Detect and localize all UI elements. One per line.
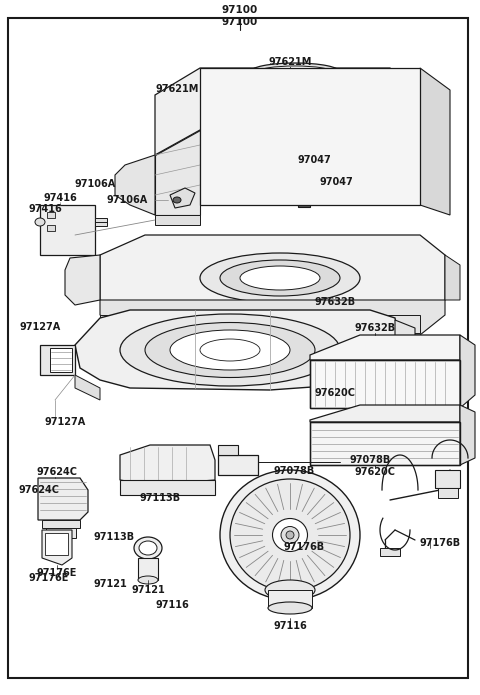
Text: 97116: 97116 [156, 600, 190, 610]
Polygon shape [65, 255, 100, 305]
Polygon shape [75, 310, 400, 390]
Ellipse shape [145, 322, 315, 377]
Ellipse shape [273, 518, 308, 552]
Polygon shape [310, 405, 460, 422]
Polygon shape [115, 155, 155, 215]
Bar [218, 445, 238, 455]
Polygon shape [200, 68, 420, 205]
Text: 97100: 97100 [222, 17, 258, 27]
Polygon shape [155, 215, 200, 225]
Text: 97127A: 97127A [44, 417, 85, 427]
Ellipse shape [35, 218, 45, 226]
Bar [100, 315, 140, 333]
Text: 97176E: 97176E [29, 573, 69, 583]
Ellipse shape [220, 470, 360, 600]
Ellipse shape [138, 576, 158, 584]
Polygon shape [75, 375, 100, 400]
Bar [438, 488, 458, 498]
Ellipse shape [250, 63, 340, 81]
Polygon shape [50, 348, 72, 372]
Text: 97416: 97416 [43, 193, 77, 203]
Text: 97078B: 97078B [274, 466, 315, 476]
Bar [380, 548, 400, 556]
Bar [300, 197, 308, 205]
Text: 97176E: 97176E [37, 568, 77, 578]
Text: 97416: 97416 [29, 204, 62, 213]
Bar [268, 590, 312, 608]
Ellipse shape [200, 339, 260, 361]
Bar [310, 422, 460, 465]
Text: 97624C: 97624C [18, 485, 59, 495]
Polygon shape [42, 530, 72, 565]
Text: 97176B: 97176B [283, 542, 324, 552]
Text: 97113B: 97113B [139, 493, 180, 503]
Ellipse shape [139, 541, 157, 555]
Bar [47, 212, 55, 218]
Ellipse shape [268, 602, 312, 614]
Text: 97106A: 97106A [107, 195, 148, 205]
Text: 97621M: 97621M [268, 57, 312, 67]
Text: 97100: 97100 [222, 5, 258, 15]
Ellipse shape [120, 314, 340, 386]
Polygon shape [420, 68, 450, 215]
Polygon shape [170, 188, 195, 208]
Text: 97078B: 97078B [350, 455, 391, 465]
Bar [298, 195, 310, 207]
Polygon shape [45, 533, 68, 555]
Ellipse shape [281, 527, 299, 543]
Text: 97047: 97047 [320, 177, 354, 187]
Polygon shape [138, 558, 158, 580]
Bar [218, 455, 258, 475]
Text: 97106A: 97106A [74, 179, 116, 189]
Text: 97621M: 97621M [156, 84, 199, 94]
Polygon shape [120, 480, 215, 495]
Ellipse shape [200, 253, 360, 303]
Ellipse shape [134, 537, 162, 559]
Ellipse shape [257, 66, 333, 78]
Bar [42, 520, 80, 528]
Ellipse shape [230, 479, 350, 591]
Polygon shape [395, 320, 415, 355]
Text: 97620C: 97620C [355, 467, 396, 477]
Polygon shape [40, 345, 75, 375]
Polygon shape [120, 445, 215, 485]
Text: 97127A: 97127A [19, 322, 60, 332]
Polygon shape [100, 300, 445, 335]
Text: 97176B: 97176B [420, 538, 461, 548]
Polygon shape [310, 422, 460, 465]
Bar [380, 315, 420, 333]
Bar [310, 360, 460, 408]
Polygon shape [310, 335, 460, 360]
Polygon shape [100, 235, 445, 320]
Ellipse shape [286, 531, 294, 539]
Text: 97116: 97116 [273, 621, 307, 631]
Text: 97047: 97047 [298, 155, 331, 165]
Bar [150, 315, 180, 330]
Ellipse shape [173, 197, 181, 203]
Text: 97624C: 97624C [36, 467, 77, 477]
Text: 97632B: 97632B [314, 297, 356, 307]
Bar [47, 225, 55, 231]
Polygon shape [155, 130, 200, 215]
Polygon shape [460, 335, 475, 408]
Bar [95, 218, 107, 226]
Text: 97632B: 97632B [354, 323, 396, 333]
Ellipse shape [220, 260, 340, 296]
Text: 97121: 97121 [94, 579, 127, 589]
Polygon shape [310, 360, 460, 408]
Ellipse shape [265, 580, 315, 600]
Text: 97620C: 97620C [314, 388, 355, 398]
Text: 97113B: 97113B [94, 532, 135, 541]
Bar [46, 528, 76, 538]
Polygon shape [38, 478, 88, 520]
Ellipse shape [240, 266, 320, 290]
Bar [435, 470, 460, 488]
Polygon shape [445, 255, 460, 300]
Polygon shape [155, 68, 420, 155]
Polygon shape [460, 405, 475, 465]
Ellipse shape [170, 330, 290, 370]
Text: 97121: 97121 [131, 585, 165, 595]
Bar [40, 205, 95, 255]
